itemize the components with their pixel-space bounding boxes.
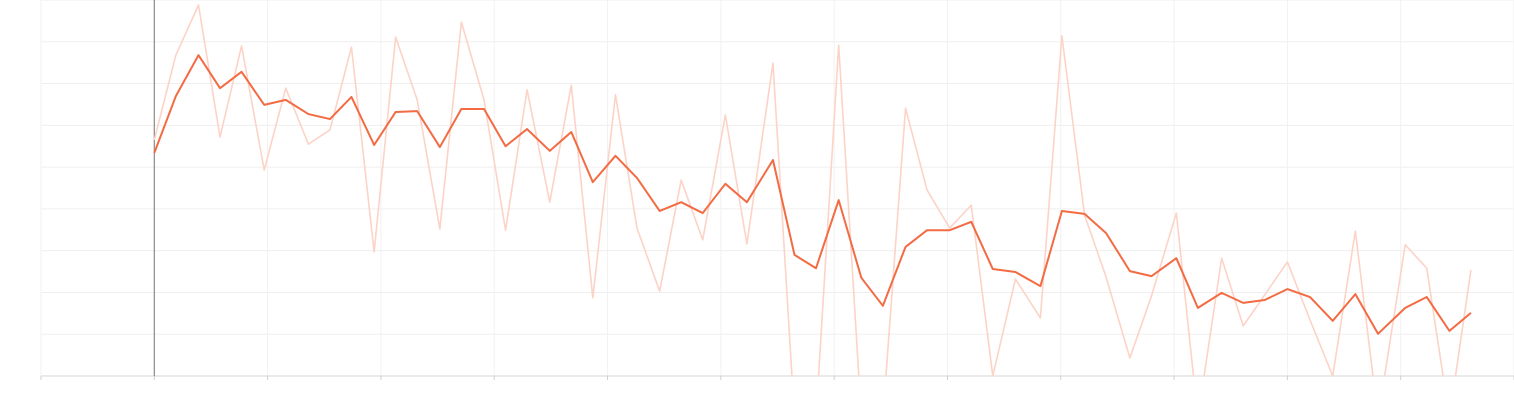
series-line [153, 54, 1472, 335]
series-line [153, 4, 1472, 376]
